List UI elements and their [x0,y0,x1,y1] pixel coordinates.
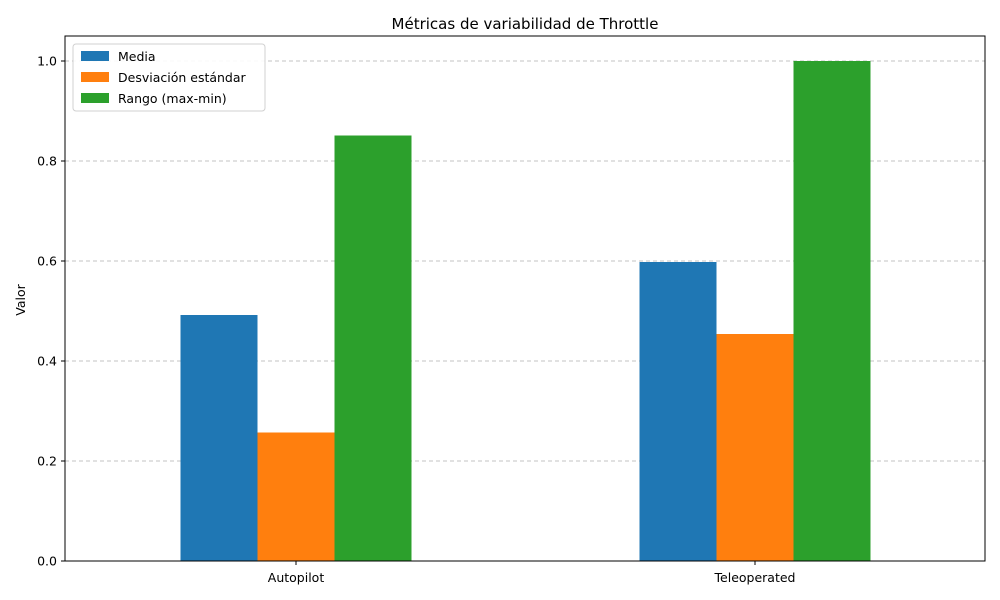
bar [335,136,412,562]
bars [181,61,871,561]
legend-label: Rango (max-min) [118,91,227,106]
y-tick-label: 0.4 [37,354,57,369]
y-tick-label: 0.8 [37,154,57,169]
legend-label: Media [118,49,156,64]
y-axis-ticks: 0.0 0.2 0.4 0.6 0.8 1.0 [37,54,65,569]
y-tick-label: 0.2 [37,454,57,469]
bar [181,315,258,561]
legend-swatch [81,72,109,82]
chart-title: Métricas de variabilidad de Throttle [392,15,659,33]
bar [640,262,717,561]
bar [794,61,871,561]
bar [258,433,335,562]
y-tick-label: 0.0 [37,554,57,569]
y-tick-label: 1.0 [37,54,57,69]
x-tick-label: Teleoperated [714,570,796,585]
bar [717,334,794,561]
x-tick-label: Autopilot [268,570,325,585]
legend-swatch [81,93,109,103]
y-axis-label: Valor [13,283,28,315]
legend-label: Desviación estándar [118,70,247,85]
legend: Media Desviación estándar Rango (max-min) [73,44,265,111]
x-axis-ticks: Autopilot Teleoperated [268,561,796,585]
y-tick-label: 0.6 [37,254,57,269]
legend-swatch [81,51,109,61]
